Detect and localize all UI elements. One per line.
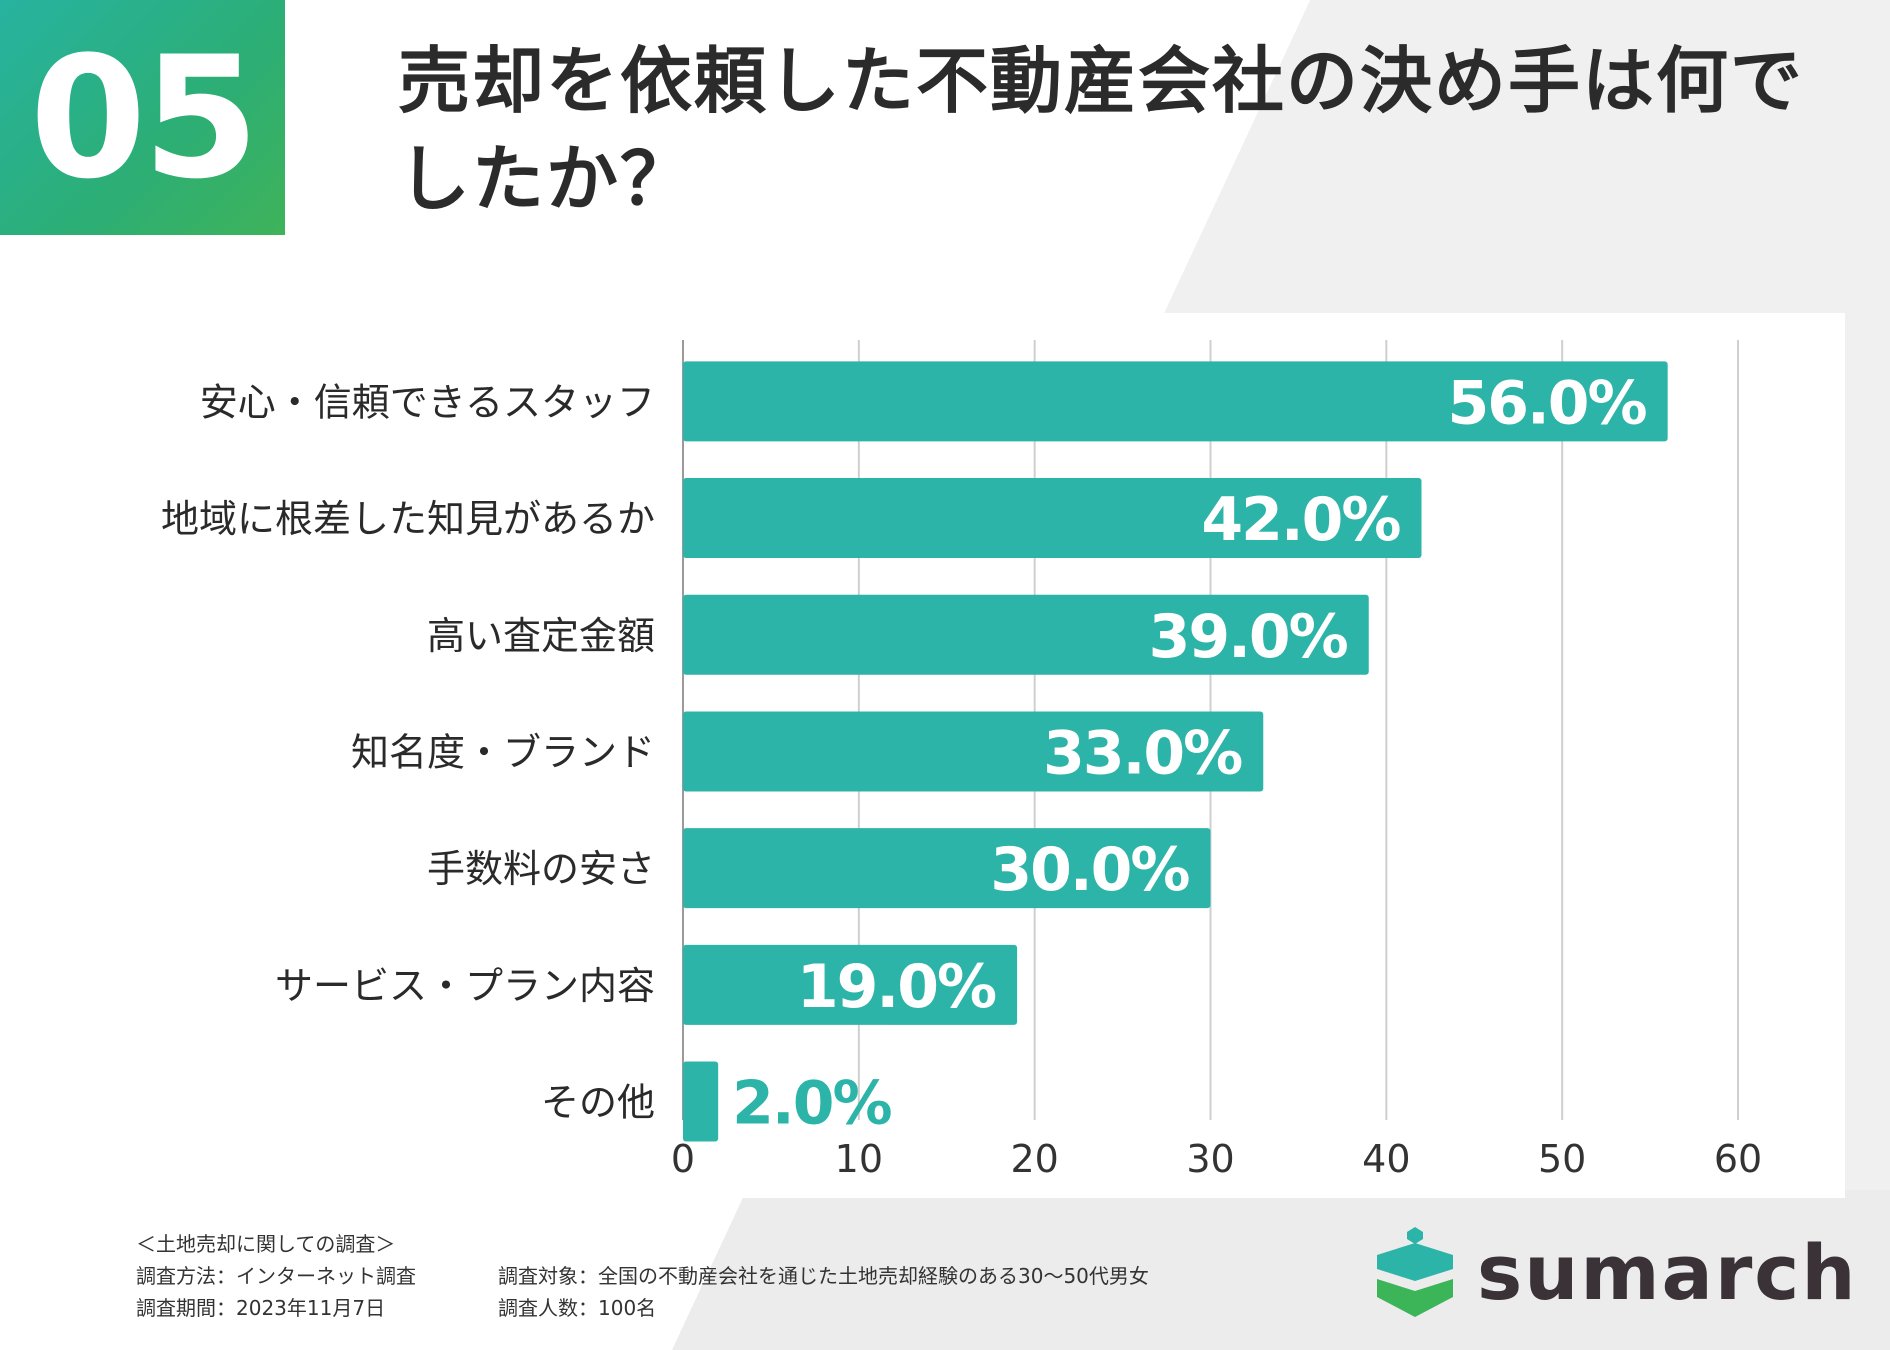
bar (683, 361, 1668, 442)
survey-method: 調査方法：インターネット調査 (136, 1264, 416, 1288)
category-label: 地域に根差した知見があるか (161, 497, 655, 541)
data-label: 30.0% (990, 835, 1189, 905)
x-tick-label: 40 (1362, 1137, 1410, 1181)
survey-footer: ＜土地売却に関しての調査＞ 調査方法：インターネット調査 調査対象：全国の不動産… (136, 1228, 1149, 1324)
bar (683, 594, 1369, 675)
x-tick-label: 20 (1010, 1137, 1058, 1181)
page-title: 売却を依頼した不動産会社の決め手は何でしたか？ (398, 39, 1805, 221)
category-label: 手数料の安さ (427, 847, 655, 891)
x-tick-label: 50 (1538, 1137, 1586, 1181)
brand-logo: sumarch (1375, 1225, 1857, 1319)
data-label: 56.0% (1448, 368, 1647, 438)
bar-chart: 0 10 20 30 40 50 60 安心・信頼できるスタッフ 56.0% 地域に根差した知見が… (161, 340, 1762, 1181)
survey-count: 調査人数：100名 (498, 1296, 657, 1320)
brand-name: sumarch (1477, 1227, 1858, 1317)
bar (683, 944, 1018, 1025)
x-tick-label: 0 (671, 1137, 695, 1181)
footer-background (0, 1190, 1890, 1350)
bar (683, 711, 1264, 792)
x-tick-label: 30 (1186, 1137, 1234, 1181)
survey-period: 調査期間：2023年11月7日 (136, 1296, 386, 1320)
category-label: その他 (541, 1081, 655, 1125)
survey-title: ＜土地売却に関しての調査＞ (136, 1232, 396, 1256)
house-shield-icon (1377, 1227, 1453, 1317)
category-label: サービス・プラン内容 (275, 964, 655, 1008)
bar (683, 828, 1211, 909)
data-label: 39.0% (1149, 602, 1348, 672)
data-label: 2.0% (732, 1069, 891, 1139)
bar (683, 478, 1422, 559)
x-tick-label: 60 (1714, 1137, 1762, 1181)
question-number: 05 (29, 19, 260, 216)
bar (683, 1061, 719, 1142)
question-number-badge: 05 (0, 0, 285, 235)
category-label: 安心・信頼できるスタッフ (200, 380, 655, 424)
x-tick-label: 10 (835, 1137, 883, 1181)
category-label: 知名度・ブランド (351, 730, 655, 774)
survey-target: 調査対象：全国の不動産会社を通じた土地売却経験のある30〜50代男女 (498, 1264, 1149, 1288)
data-label: 19.0% (797, 952, 996, 1022)
data-label: 33.0% (1043, 718, 1242, 788)
category-label: 高い査定金額 (427, 614, 655, 658)
data-label: 42.0% (1201, 485, 1400, 555)
